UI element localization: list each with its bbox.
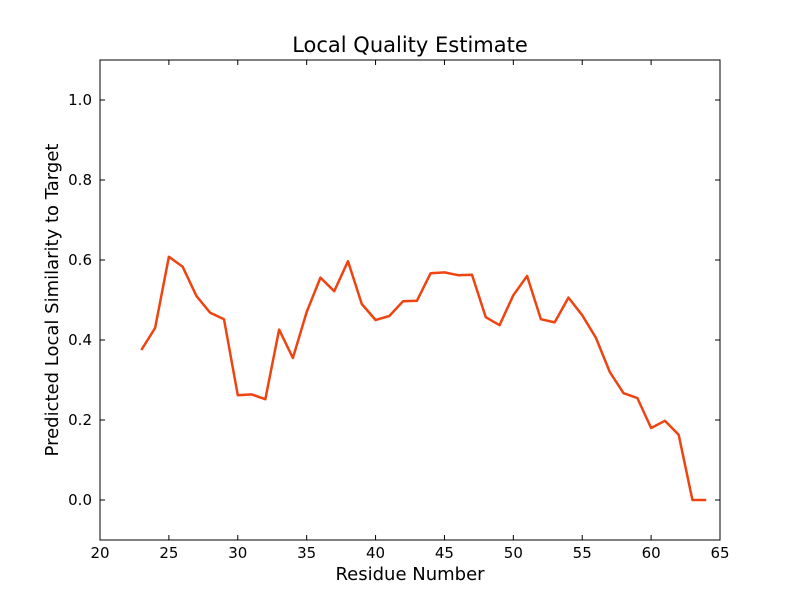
y-axis: 0.0 0.2 0.4 0.6 0.8 1.0 — [68, 91, 720, 509]
x-tick-label: 25 — [159, 544, 178, 562]
chart-title: Local Quality Estimate — [292, 33, 528, 57]
x-axis-label: Residue Number — [335, 564, 485, 585]
y-tick-label: 0.6 — [68, 251, 92, 269]
plot-area — [140, 255, 707, 502]
plot-frame — [99, 59, 721, 541]
y-tick-label: 1.0 — [68, 91, 92, 109]
x-tick-label: 45 — [435, 544, 454, 562]
y-tick-label: 0.8 — [68, 171, 92, 189]
x-tick-label: 40 — [366, 544, 385, 562]
x-tick-label: 30 — [228, 544, 247, 562]
y-tick-label: 0.0 — [68, 491, 92, 509]
x-tick-label: 65 — [710, 544, 729, 562]
x-tick-label: 60 — [642, 544, 661, 562]
x-axis: 20 25 30 35 40 45 50 55 60 65 — [90, 60, 730, 562]
x-tick-label: 35 — [297, 544, 316, 562]
series-line-0 — [140, 255, 707, 502]
x-tick-label: 55 — [573, 544, 592, 562]
x-tick-label: 50 — [504, 544, 523, 562]
y-tick-label: 0.4 — [68, 331, 92, 349]
y-axis-label: Predicted Local Similarity to Target — [42, 144, 63, 457]
y-tick-label: 0.2 — [68, 411, 92, 429]
x-tick-label: 20 — [90, 544, 109, 562]
